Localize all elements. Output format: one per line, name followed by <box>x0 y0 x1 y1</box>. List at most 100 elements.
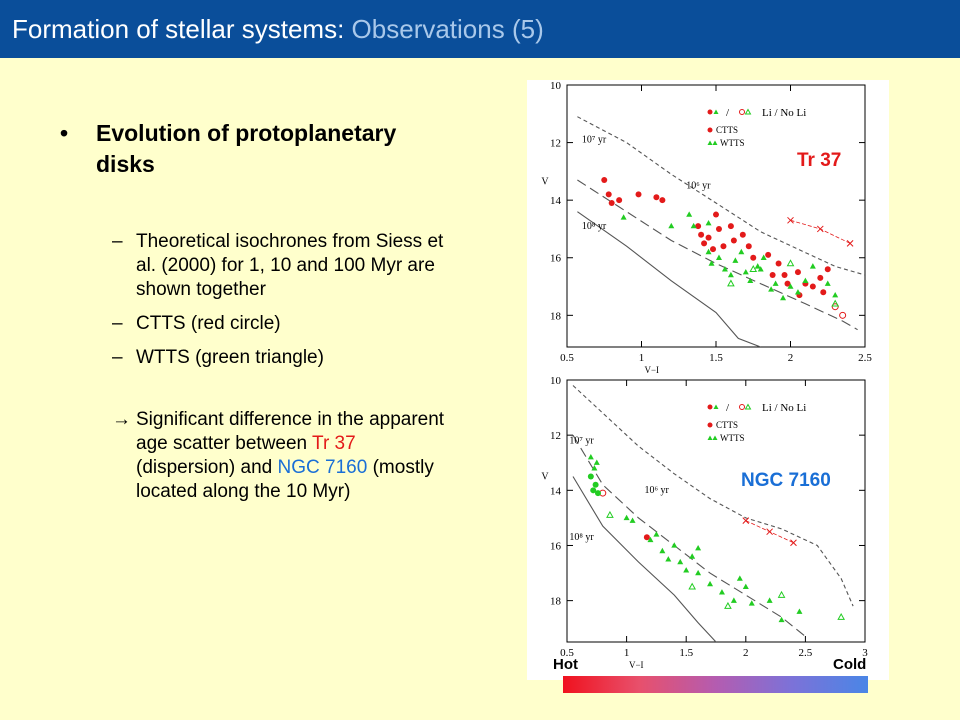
sub-text: WTTS (green triangle) <box>136 347 324 368</box>
cmd-figure: 0.5 1 1.5 2 2.5 10 12 14 16 18 V−I V 10⁷ yr 10⁶ yr 10⁸… <box>527 80 889 680</box>
sub-dash: – <box>112 313 123 334</box>
bullet-main: • Evolution of protoplanetary disks <box>60 118 460 180</box>
data-point <box>616 197 623 204</box>
isochrone-label: 10⁸ yr <box>582 221 607 232</box>
data-point <box>721 266 728 272</box>
y-axis-label: V <box>541 177 549 188</box>
data-point <box>708 260 715 266</box>
data-point <box>787 283 794 289</box>
y-tick-label: 10 <box>550 375 562 387</box>
x-tick-label: 2.5 <box>858 352 872 364</box>
temperature-gradient-bar <box>563 676 868 693</box>
data-point <box>730 237 737 244</box>
data-point <box>705 248 712 255</box>
data-point <box>754 263 761 269</box>
y-tick-label: 14 <box>550 195 562 207</box>
data-point <box>710 246 717 253</box>
isochrone-line <box>577 179 858 331</box>
plot-area <box>577 116 865 347</box>
non-member-line <box>745 520 794 544</box>
x-axis-label: V−I <box>644 365 659 375</box>
data-point <box>683 567 690 573</box>
y-tick-label: 14 <box>550 485 562 497</box>
data-point <box>742 268 749 275</box>
data-point <box>794 289 801 295</box>
legend-ctts-label: CTTS <box>716 420 738 430</box>
sub-text: Theoretical isochrones from Siess et al.… <box>136 231 444 300</box>
isochrone-line <box>572 385 854 607</box>
data-point <box>718 589 725 595</box>
data-point <box>629 517 636 523</box>
page-title: Formation of stellar systems: Observatio… <box>12 14 544 45</box>
data-point <box>601 177 608 184</box>
data-point <box>772 280 779 286</box>
data-point <box>720 243 727 250</box>
data-point <box>839 311 847 319</box>
conclusion-text-3: (mostly located along the 10 Myr) <box>136 457 434 502</box>
conclusion-tr37: Tr 37 <box>312 433 356 454</box>
legend-marker <box>713 109 719 114</box>
data-point <box>608 200 615 207</box>
cmd-panel-tr37: 0.5 1 1.5 2 2.5 10 12 14 16 18 V−I V 10⁷ yr 10⁶ yr 10⁸… <box>541 80 872 375</box>
y-tick-label: 12 <box>550 430 561 442</box>
sub-item-wtts: – WTTS (green triangle) <box>60 346 460 370</box>
non-member-line <box>790 219 851 244</box>
data-point <box>587 454 594 460</box>
slide-content: • Evolution of protoplanetary disks – Th… <box>60 118 460 504</box>
legend-marker <box>744 108 752 115</box>
data-point <box>593 459 600 465</box>
y-tick-label: 12 <box>550 138 561 150</box>
data-point <box>724 601 732 609</box>
y-tick-label: 18 <box>550 596 562 608</box>
legend-marker <box>712 140 718 145</box>
legend-marker <box>707 435 713 440</box>
data-point <box>647 536 654 543</box>
data-point <box>809 263 816 269</box>
data-point <box>796 608 803 614</box>
data-point <box>786 259 795 267</box>
legend-marker <box>739 404 745 410</box>
legend-marker <box>707 140 713 145</box>
legend-wtts-label: WTTS <box>720 138 745 148</box>
bullet-text: Evolution of protoplanetary disks <box>96 120 397 177</box>
data-point <box>820 289 827 296</box>
x-tick-label: 2 <box>743 647 749 659</box>
data-point <box>832 291 839 298</box>
data-point <box>749 265 758 272</box>
data-point <box>745 243 752 250</box>
data-point <box>727 223 734 230</box>
data-point <box>730 597 737 603</box>
legend-marker <box>707 109 713 115</box>
data-point <box>732 257 739 263</box>
data-point <box>592 481 599 488</box>
data-point <box>777 590 786 598</box>
data-point <box>606 510 614 518</box>
data-point <box>780 294 787 301</box>
isochrone-label: 10⁶ yr <box>686 181 711 192</box>
data-point <box>643 534 650 541</box>
data-point <box>747 277 754 283</box>
data-point <box>790 539 797 547</box>
data-point <box>738 248 745 255</box>
data-point <box>769 272 776 279</box>
legend-li-label: Li / No Li <box>762 107 806 119</box>
legend-slash: / <box>726 107 730 119</box>
data-point <box>794 269 801 276</box>
data-point <box>831 299 840 307</box>
sub-item-ctts: – CTTS (red circle) <box>60 312 460 336</box>
data-point <box>590 487 597 494</box>
cold-label: Cold <box>833 656 867 673</box>
data-point <box>760 254 767 260</box>
isochrone-label: 10⁷ yr <box>582 135 607 146</box>
data-point <box>837 612 846 620</box>
data-point <box>715 254 722 260</box>
data-point <box>742 583 749 590</box>
data-point <box>689 553 696 559</box>
x-tick-label: 1 <box>639 352 645 364</box>
sub-text: CTTS (red circle) <box>136 313 281 334</box>
data-point <box>831 303 839 311</box>
x-tick-label: 3 <box>862 647 868 659</box>
plot-frame <box>566 379 866 643</box>
data-point <box>671 542 678 548</box>
